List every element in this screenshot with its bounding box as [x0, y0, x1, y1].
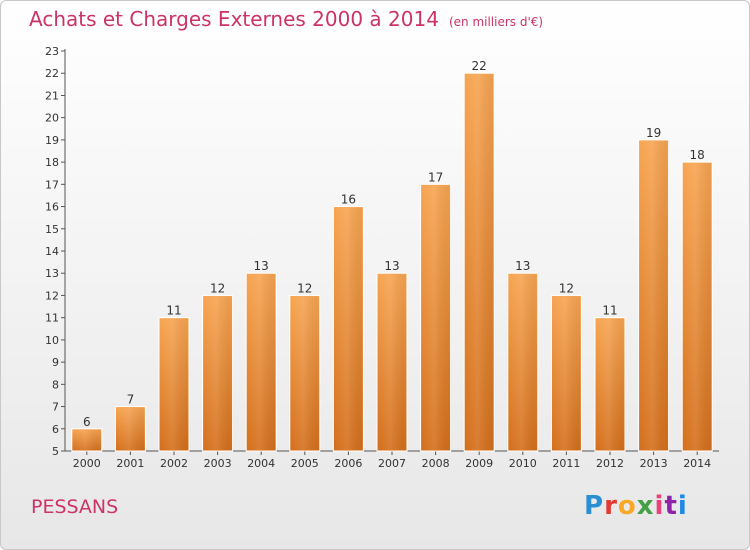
bar-shade — [203, 296, 232, 450]
logo-letter: i — [677, 491, 688, 521]
y-tick-label: 6 — [52, 423, 59, 436]
logo-letter: t — [664, 491, 678, 521]
value-label: 13 — [384, 259, 399, 273]
bar-shade — [465, 74, 494, 450]
bar-shade — [639, 140, 668, 450]
y-tick-label: 11 — [45, 312, 59, 325]
value-label: 7 — [127, 393, 135, 407]
logo-letter: o — [617, 491, 637, 521]
bar-shade — [72, 429, 101, 450]
bar-shade — [247, 274, 276, 450]
bar-shade — [552, 296, 581, 450]
y-tick-label: 7 — [52, 401, 59, 414]
logo-letter: r — [604, 491, 618, 521]
value-label: 6 — [83, 415, 91, 429]
y-tick-label: 15 — [45, 223, 59, 236]
value-label: 16 — [341, 193, 356, 207]
x-tick-label: 2008 — [422, 457, 450, 470]
x-tick-label: 2014 — [683, 457, 711, 470]
bar-shade — [290, 296, 319, 450]
y-tick-label: 16 — [45, 201, 59, 214]
bar-shade — [683, 163, 712, 450]
value-label: 22 — [472, 59, 487, 73]
bar-shade — [334, 207, 363, 450]
logo-letter: P — [584, 491, 605, 521]
value-label: 18 — [690, 148, 705, 162]
x-tick-label: 2010 — [509, 457, 537, 470]
x-tick-label: 2000 — [73, 457, 101, 470]
value-label: 12 — [210, 281, 225, 295]
bar-shade — [421, 185, 450, 451]
y-tick-label: 22 — [45, 67, 59, 80]
x-tick-label: 2012 — [596, 457, 624, 470]
y-tick-label: 13 — [45, 267, 59, 280]
x-tick-label: 2006 — [334, 457, 362, 470]
x-tick-label: 2005 — [291, 457, 319, 470]
place-name: PESSANS — [31, 496, 119, 518]
x-tick-label: 2003 — [204, 457, 232, 470]
x-tick-label: 2001 — [116, 457, 144, 470]
y-tick-label: 23 — [45, 45, 59, 58]
logo-letter: x — [636, 491, 655, 521]
x-tick-label: 2002 — [160, 457, 188, 470]
chart-subtitle: (en milliers d'€) — [448, 15, 544, 29]
y-tick-label: 17 — [45, 178, 59, 191]
y-tick-label: 10 — [45, 334, 59, 347]
chart-title-text: Achats et Charges Externes 2000 à 2014 — [29, 7, 439, 31]
y-tick-label: 19 — [45, 134, 59, 147]
chart-title: Achats et Charges Externes 2000 à 2014 (e… — [29, 7, 543, 31]
bar-shade — [160, 318, 188, 450]
value-label: 12 — [297, 281, 312, 295]
value-label: 19 — [646, 126, 661, 140]
y-tick-label: 8 — [52, 378, 59, 391]
y-tick-label: 14 — [45, 245, 59, 258]
logo-letter: i — [654, 491, 665, 521]
x-tick-label: 2009 — [465, 457, 493, 470]
bar-shade — [378, 274, 406, 450]
x-tick-label: 2004 — [247, 457, 275, 470]
bars — [71, 72, 713, 452]
value-label: 12 — [559, 281, 574, 295]
value-labels: 6 7 11 12 13 12 16 13 17 22 13 12 11 19 18 — [83, 59, 705, 429]
y-tick-label: 21 — [45, 89, 59, 102]
value-label: 13 — [254, 259, 269, 273]
y-axis: 5 6 7 8 9 10 11 12 13 14 15 16 17 18 19 20 21 22 23 — [45, 45, 66, 458]
bar-shade — [596, 318, 624, 450]
value-label: 13 — [515, 259, 530, 273]
y-tick-label: 5 — [52, 445, 59, 458]
y-tick-label: 9 — [52, 356, 59, 369]
y-tick-label: 12 — [45, 289, 59, 302]
value-label: 11 — [602, 304, 617, 318]
x-tick-label: 2011 — [552, 457, 580, 470]
x-tick-label: 2007 — [378, 457, 406, 470]
y-tick-label: 18 — [45, 156, 59, 169]
y-tick-label: 20 — [45, 112, 59, 125]
bar-shade — [508, 274, 537, 450]
value-label: 17 — [428, 170, 443, 184]
value-label: 11 — [166, 304, 181, 318]
x-axis: 2000 2001 2002 2003 2004 2005 2006 2007 2008 2009… — [65, 450, 719, 470]
proxiti-logo: Proxiti — [584, 491, 688, 521]
x-tick-label: 2013 — [640, 457, 668, 470]
bar-shade — [116, 407, 145, 450]
